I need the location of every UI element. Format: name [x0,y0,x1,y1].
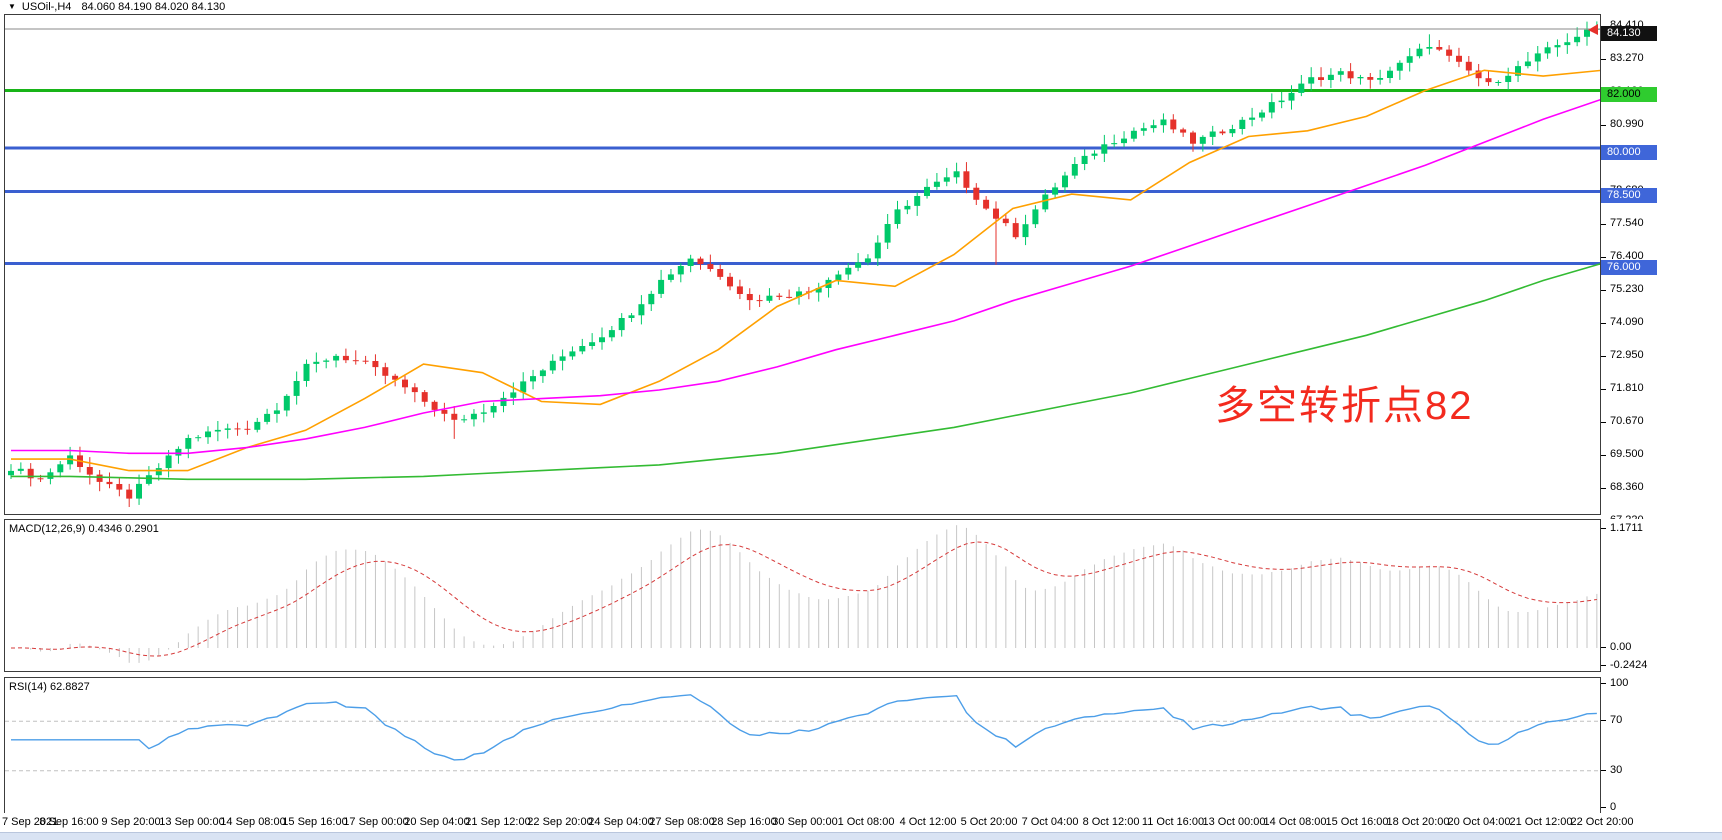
axis-tick-mark [1601,389,1606,390]
price-tick-label: 68.360 [1610,481,1644,493]
macd-panel[interactable]: MACD(12,26,9) 0.4346 0.2901 [4,519,1601,672]
date-label: 4 Oct 12:00 [899,816,957,828]
rsi-label: RSI(14) 62.8827 [9,681,90,693]
candlestick-series [8,21,1600,507]
date-label: 14 Sep 08:00 [220,816,286,828]
date-label: 8 Sep 16:00 [39,816,99,828]
date-label: 17 Sep 00:00 [343,816,409,828]
price-level-label-80.000: 80.000 [1601,145,1657,160]
price-tick-label: 80.990 [1610,118,1644,130]
price-tick-label: 77.540 [1610,217,1644,229]
price-tick-label: 75.230 [1610,283,1644,295]
price-axis[interactable]: 84.41083.27082.13080.99079.82078.68077.5… [1601,14,1722,526]
bottom-scroll-strip [0,832,1722,840]
date-label: 21 Sep 12:00 [465,816,531,828]
macd-tick-label: 0.00 [1610,641,1632,653]
date-label: 13 Sep 00:00 [159,816,225,828]
date-label: 24 Sep 04:00 [588,816,654,828]
date-label: 7 Sep 2021 [2,816,59,828]
price-level-label-78.500: 78.500 [1601,188,1657,203]
axis-tick-mark [1601,528,1606,529]
price-tick-label: 71.810 [1610,382,1644,394]
date-label: 20 Oct 04:00 [1447,816,1511,828]
axis-tick-mark [1601,665,1606,666]
rsi-axis: 100 70 30 0 [1601,677,1722,814]
axis-tick-mark [1601,257,1606,258]
macd-histogram [20,525,1598,663]
date-label: 7 Oct 04:00 [1021,816,1079,828]
date-label: 22 Sep 20:00 [527,816,593,828]
axis-tick-mark [1601,125,1606,126]
price-tick-label: 83.270 [1610,52,1644,64]
rsi-panel[interactable]: RSI(14) 62.8827 [4,677,1601,814]
chart-annotation-text: 多空转折点82 [1215,384,1474,428]
axis-tick-mark [1601,807,1606,808]
price-tick-label: 74.090 [1610,316,1644,328]
date-label: 11 Oct 16:00 [1141,816,1205,828]
macd-signal-line [10,541,1597,657]
date-label: 30 Sep 00:00 [772,816,838,828]
rsi-tick-label: 70 [1610,714,1623,726]
symbol-timeframe-label: USOil-,H4 [21,1,72,13]
macd-tick-label: -0.2424 [1610,659,1648,671]
ma-fast-orange [11,69,1600,472]
axis-tick-mark [1601,422,1606,423]
axis-tick-mark [1601,290,1606,291]
rsi-tick-label: 30 [1610,764,1623,776]
date-label: 28 Sep 16:00 [711,816,777,828]
date-label: 27 Sep 08:00 [649,816,715,828]
macd-canvas [10,525,1598,663]
ohlc-values: 84.060 84.190 84.020 84.130 [81,1,226,13]
date-label: 13 Oct 00:00 [1202,816,1266,828]
price-level-label-82.000: 82.000 [1601,87,1657,102]
axis-tick-mark [1601,455,1606,456]
price-tick-label: 69.500 [1610,448,1644,460]
date-label: 20 Sep 04:00 [404,816,470,828]
price-tick-label: 70.670 [1610,415,1644,427]
date-label: 15 Oct 16:00 [1325,816,1389,828]
latest-price-arrow-icon [1588,24,1598,35]
chart-dropdown-icon[interactable]: ▼ [8,2,16,11]
axis-tick-mark [1601,488,1606,489]
macd-axis: 1.1711 0.00 -0.2424 [1601,519,1722,672]
rsi-canvas [5,694,1600,772]
macd-label: MACD(12,26,9) 0.4346 0.2901 [9,523,159,535]
axis-tick-mark [1601,59,1606,60]
ma-mid-magenta [11,98,1600,455]
axis-tick-mark [1601,323,1606,324]
date-label: 1 Oct 08:00 [837,816,895,828]
date-label: 18 Oct 20:00 [1386,816,1450,828]
price-level-label-84.130: 84.130 [1601,26,1657,41]
axis-tick-mark [1601,647,1606,648]
axis-tick-mark [1601,356,1606,357]
date-label: 21 Oct 12:00 [1509,816,1573,828]
macd-tick-label: 1.1711 [1610,522,1643,534]
price-tick-label: 72.950 [1610,349,1644,361]
date-label: 14 Oct 08:00 [1263,816,1327,828]
axis-tick-mark [1601,224,1606,225]
date-label: 22 Oct 20:00 [1570,816,1634,828]
chart-header: ▼ USOil-,H4 84.060 84.190 84.020 84.130 [0,0,1722,14]
axis-tick-mark [1601,683,1606,684]
date-label: 9 Sep 20:00 [101,816,161,828]
rsi-line [11,694,1597,761]
ma-slow-green [11,263,1600,481]
axis-tick-mark [1601,770,1606,771]
rsi-tick-label: 0 [1610,801,1617,813]
date-label: 15 Sep 16:00 [282,816,348,828]
price-tick-label: 76.400 [1610,250,1644,262]
date-axis[interactable]: 7 Sep 2021 8 Sep 16:00 9 Sep 20:00 13 Sep 0… [0,813,1722,832]
price-chart-canvas[interactable] [5,15,1600,514]
rsi-tick-label: 100 [1610,677,1629,689]
date-label: 5 Oct 20:00 [960,816,1018,828]
axis-tick-mark [1601,720,1606,721]
price-level-label-76.000: 76.000 [1601,260,1657,275]
date-label: 8 Oct 12:00 [1082,816,1140,828]
price-chart-panel[interactable]: 多空转折点82 [4,14,1601,515]
